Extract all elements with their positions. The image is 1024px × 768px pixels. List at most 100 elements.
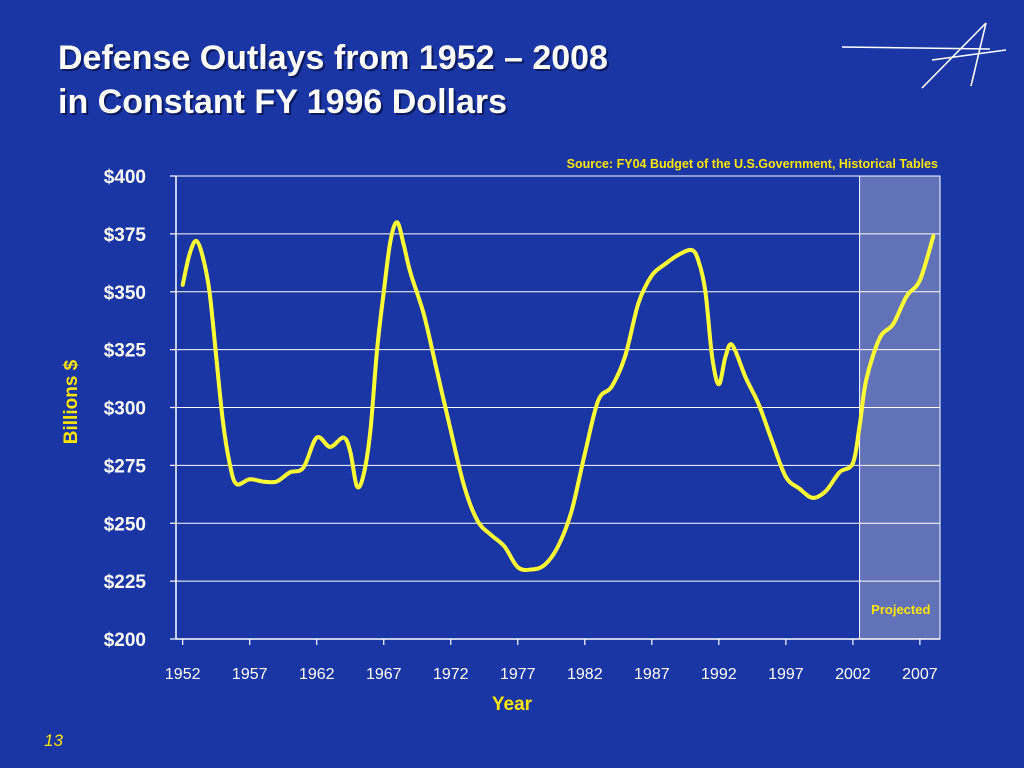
data-point xyxy=(362,473,365,476)
x-tick-label: 1982 xyxy=(567,666,603,683)
data-point xyxy=(905,295,908,298)
data-point xyxy=(369,429,372,432)
x-tick-label: 2007 xyxy=(902,666,938,683)
data-point xyxy=(389,240,392,242)
data-point xyxy=(376,348,378,351)
data-point xyxy=(195,240,197,242)
data-point xyxy=(758,404,760,407)
y-tick-label: $275 xyxy=(104,456,147,477)
data-point xyxy=(691,249,693,251)
data-point xyxy=(724,355,727,358)
x-tick-label: 2002 xyxy=(835,666,871,683)
x-tick-label: 1977 xyxy=(500,666,536,683)
data-point xyxy=(664,263,666,265)
y-tick-label: $250 xyxy=(104,514,146,535)
title-line-1: Defense Outlays from 1952 – 2008 xyxy=(58,39,608,77)
y-tick-label: $200 xyxy=(104,630,146,651)
data-point xyxy=(858,425,861,427)
data-point xyxy=(342,436,345,439)
data-point xyxy=(731,344,733,346)
data-point xyxy=(878,337,881,339)
y-axis-title: Billions $ xyxy=(61,359,82,444)
projected-label: Projected xyxy=(871,602,930,617)
data-point xyxy=(811,497,814,499)
data-point xyxy=(517,566,519,568)
data-point xyxy=(289,471,291,474)
x-tick-label: 1997 xyxy=(768,666,804,683)
data-point xyxy=(503,545,506,548)
y-tick-label: $300 xyxy=(104,399,146,420)
data-point xyxy=(919,279,921,282)
data-point xyxy=(423,314,425,316)
data-point xyxy=(677,253,680,256)
x-tick-label: 1967 xyxy=(366,666,402,683)
data-point xyxy=(396,221,399,224)
data-point xyxy=(302,466,305,469)
data-point xyxy=(892,323,894,326)
data-point xyxy=(436,372,439,374)
x-tick-label: 1962 xyxy=(299,666,335,683)
x-tick-label: 1972 xyxy=(433,666,469,683)
data-point xyxy=(865,378,868,381)
data-point xyxy=(262,480,264,483)
x-tick-label: 1987 xyxy=(634,666,670,683)
data-point xyxy=(188,253,191,256)
data-point xyxy=(852,462,854,464)
data-point xyxy=(476,520,479,522)
data-point xyxy=(208,291,211,293)
data-point xyxy=(450,429,452,432)
data-point xyxy=(651,274,653,277)
data-point xyxy=(543,564,546,566)
data-point xyxy=(329,446,331,448)
data-point xyxy=(222,420,224,423)
y-tick-label: $400 xyxy=(104,167,146,188)
y-tick-label: $225 xyxy=(104,572,147,593)
data-point xyxy=(409,272,412,275)
data-point xyxy=(597,399,599,402)
data-point xyxy=(744,376,747,379)
page-number: 13 xyxy=(44,731,63,750)
data-point xyxy=(584,453,586,455)
y-tick-label: $350 xyxy=(104,283,146,304)
data-point xyxy=(771,441,774,444)
data-point xyxy=(785,476,787,478)
data-point xyxy=(463,485,466,488)
data-point xyxy=(490,534,492,536)
data-point xyxy=(610,385,613,388)
data-point xyxy=(718,383,720,386)
series-line xyxy=(180,220,936,572)
data-point xyxy=(181,284,184,286)
data-point xyxy=(383,291,385,293)
data-point xyxy=(530,568,532,571)
slide-title: Defense Outlays from 1952 – 2008 in Cons… xyxy=(58,36,608,124)
data-point xyxy=(315,436,318,439)
data-point xyxy=(248,478,251,481)
data-point xyxy=(932,235,935,237)
title-line-2: in Constant FY 1996 Dollars xyxy=(58,83,508,121)
star-logo-icon xyxy=(841,22,1007,89)
source-note: Source: FY04 Budget of the U.S.Governmen… xyxy=(567,157,938,171)
x-tick-label: 1992 xyxy=(701,666,737,683)
data-point xyxy=(275,480,278,483)
data-point xyxy=(202,256,204,258)
data-point xyxy=(356,485,358,488)
data-point xyxy=(349,450,352,453)
data-point xyxy=(704,291,707,293)
x-tick-label: 1957 xyxy=(232,666,268,683)
data-point xyxy=(697,260,700,263)
data-point xyxy=(838,471,841,474)
data-point xyxy=(798,487,801,490)
x-tick-label: 1952 xyxy=(165,666,201,683)
y-tick-label: $375 xyxy=(104,225,147,246)
data-point xyxy=(624,355,626,358)
data-point xyxy=(711,355,713,358)
data-point xyxy=(228,462,231,464)
data-point xyxy=(570,510,573,513)
data-point xyxy=(825,490,827,492)
data-point xyxy=(215,355,217,358)
data-point xyxy=(557,545,559,548)
data-point xyxy=(637,302,640,305)
y-tick-label: $325 xyxy=(104,341,147,362)
data-point xyxy=(403,244,405,247)
